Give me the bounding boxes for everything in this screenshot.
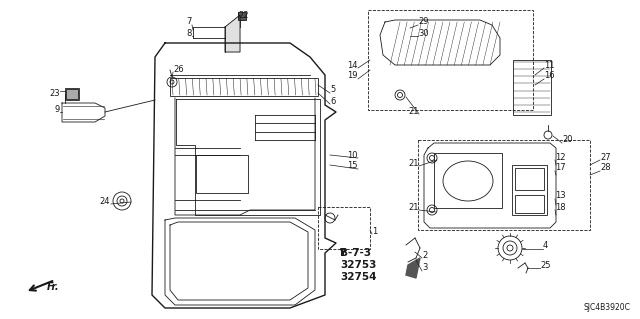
Text: 15: 15: [348, 161, 358, 170]
Text: 9: 9: [55, 105, 60, 114]
Bar: [418, 140, 590, 230]
Text: 28: 28: [600, 164, 611, 173]
Text: 32753: 32753: [340, 260, 376, 270]
Bar: [196, 155, 248, 193]
Bar: [515, 168, 544, 190]
Bar: [515, 195, 544, 213]
Bar: [512, 165, 547, 215]
Text: 20: 20: [562, 136, 573, 145]
Text: 27: 27: [600, 152, 611, 161]
Polygon shape: [406, 258, 420, 278]
Text: 18: 18: [555, 203, 566, 211]
Text: 21: 21: [408, 203, 419, 211]
Text: 25: 25: [540, 261, 550, 270]
Text: 1: 1: [372, 226, 377, 235]
Polygon shape: [225, 15, 240, 52]
Text: B-7-3: B-7-3: [340, 248, 371, 258]
Bar: [434, 153, 502, 208]
Bar: [65, 88, 79, 100]
Text: 7: 7: [187, 18, 192, 26]
Text: Fr.: Fr.: [47, 282, 60, 292]
Text: 3: 3: [422, 263, 428, 272]
Text: 12: 12: [555, 152, 566, 161]
Text: 26: 26: [173, 64, 184, 73]
Text: 30: 30: [418, 28, 429, 38]
Text: 19: 19: [348, 71, 358, 80]
Bar: [170, 78, 318, 96]
Text: 16: 16: [544, 71, 555, 80]
Bar: [66, 89, 78, 99]
Text: 23: 23: [49, 90, 60, 99]
Text: 29: 29: [418, 18, 429, 26]
Text: 24: 24: [99, 197, 110, 205]
Text: 22: 22: [238, 11, 248, 19]
Bar: [513, 60, 551, 115]
Text: 21: 21: [408, 107, 419, 115]
Text: 5: 5: [330, 85, 335, 94]
Text: 21: 21: [408, 159, 419, 167]
Text: 10: 10: [348, 151, 358, 160]
Text: 6: 6: [330, 97, 335, 106]
Bar: [238, 12, 246, 20]
Text: 11: 11: [544, 61, 554, 70]
Text: 8: 8: [187, 28, 192, 38]
Text: 14: 14: [348, 61, 358, 70]
Bar: [318, 207, 370, 249]
Text: 4: 4: [543, 241, 548, 250]
Text: 32754: 32754: [340, 272, 376, 282]
Bar: [368, 10, 533, 110]
Text: 13: 13: [555, 191, 566, 201]
Text: SJC4B3920C: SJC4B3920C: [583, 303, 630, 312]
Text: 2: 2: [422, 250, 428, 259]
Text: 17: 17: [555, 164, 566, 173]
